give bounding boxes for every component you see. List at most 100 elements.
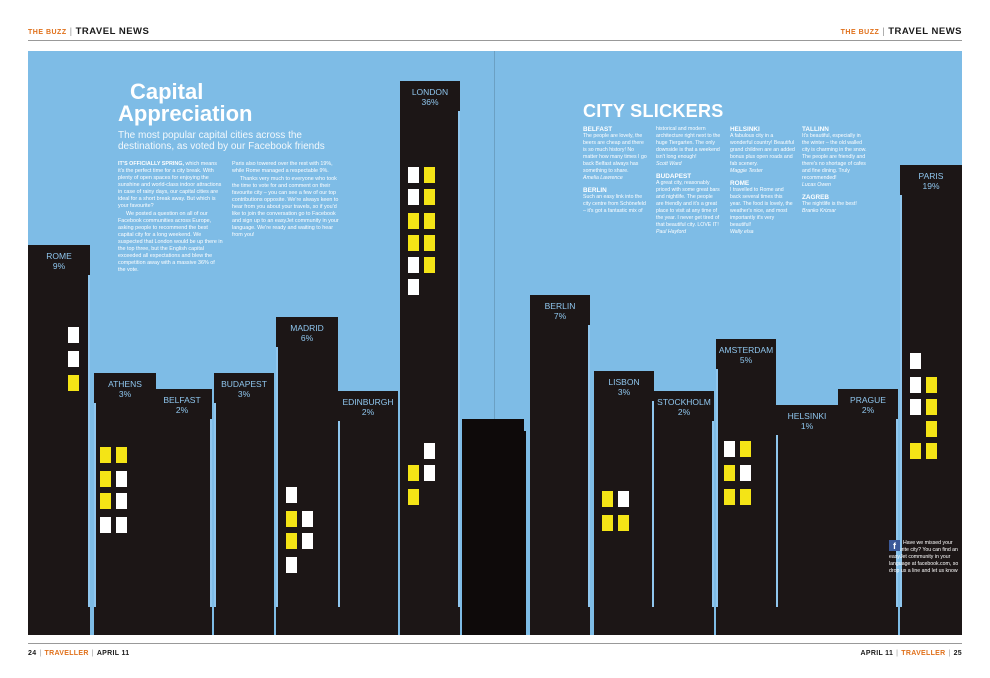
building-window xyxy=(618,515,629,531)
building-edge-light xyxy=(276,347,278,607)
footer-left: 24 | TRAVELLER | APRIL 11 xyxy=(28,650,130,657)
building-window xyxy=(286,487,297,503)
building-edge-light xyxy=(458,111,460,607)
building-window xyxy=(926,377,937,393)
section-title: TRAVEL NEWS xyxy=(888,26,962,37)
building-window xyxy=(116,493,127,509)
city-name: BERLIN xyxy=(544,301,576,311)
vote-percentage: 3% xyxy=(237,389,251,399)
building-edge-light xyxy=(94,403,96,607)
building-bar-helsinki: HELSINKI 1% xyxy=(776,405,838,635)
city-name: EDINBURGH xyxy=(342,397,394,407)
page-spine xyxy=(494,51,495,635)
vote-percentage: 3% xyxy=(118,389,132,399)
building-window xyxy=(302,511,313,527)
building-window xyxy=(302,533,313,549)
city-name: ATHENS xyxy=(108,379,142,389)
city-label: PARIS 19% xyxy=(900,171,962,191)
background-tower xyxy=(504,431,526,635)
section-label: THE BUZZ xyxy=(28,29,67,36)
vote-percentage: 36% xyxy=(421,97,439,107)
building-window xyxy=(408,189,419,205)
vote-percentage: 2% xyxy=(361,407,375,417)
issue-date: APRIL 11 xyxy=(860,650,894,657)
building-edge-light xyxy=(88,275,90,607)
building-bar-edinburgh: EDINBURGH 2% xyxy=(338,391,398,635)
building-window xyxy=(724,465,735,481)
building-window xyxy=(116,471,127,487)
city-label: BELFAST 2% xyxy=(152,395,212,415)
building-window xyxy=(100,471,111,487)
building-window xyxy=(100,493,111,509)
article-column-2: Paris also towered over the rest with 19… xyxy=(232,161,340,240)
building-window xyxy=(424,235,435,251)
section-label: THE BUZZ xyxy=(840,29,880,36)
facebook-box-text: Have we missed your favourite city? You … xyxy=(889,540,959,574)
building-window xyxy=(116,447,127,463)
building-window xyxy=(68,351,79,367)
city-label: AMSTERDAM 5% xyxy=(716,345,776,365)
vote-percentage: 2% xyxy=(677,407,691,417)
building-edge-light xyxy=(900,195,902,607)
building-window xyxy=(724,489,735,505)
city-label: STOCKHOLM 2% xyxy=(654,397,714,417)
vote-percentage: 7% xyxy=(553,311,567,321)
building-window xyxy=(286,557,297,573)
building-window xyxy=(926,399,937,415)
page-number: 24 xyxy=(28,650,37,657)
building-bar-berlin: BERLIN 7% xyxy=(530,295,590,635)
building-window xyxy=(926,421,937,437)
city-slickers-title: CITY SLICKERS xyxy=(583,101,724,121)
building-window xyxy=(408,279,419,295)
building-window xyxy=(286,533,297,549)
building-window xyxy=(68,327,79,343)
quote-column-1: BELFAST The people are lovely, the beers… xyxy=(583,126,647,214)
building-window xyxy=(408,167,419,183)
building-edge-light xyxy=(896,419,898,607)
page-number: 25 xyxy=(953,650,962,657)
city-name: BELFAST xyxy=(163,395,201,405)
building-window xyxy=(910,353,921,369)
building-window xyxy=(100,447,111,463)
building-bar-prague: PRAGUE 2% xyxy=(838,389,898,635)
building-bar-london: LONDON 36% xyxy=(400,81,460,635)
city-name: BUDAPEST xyxy=(221,379,267,389)
facebook-icon[interactable]: f xyxy=(889,540,900,551)
city-label: PRAGUE 2% xyxy=(838,395,898,415)
building-edge-light xyxy=(588,325,590,607)
building-window xyxy=(740,441,751,457)
vote-percentage: 2% xyxy=(175,405,189,415)
city-label: LISBON 3% xyxy=(594,377,654,397)
building-bar-madrid: MADRID 6% xyxy=(276,317,338,635)
magazine-name: TRAVELLER xyxy=(901,650,946,657)
vote-percentage: 1% xyxy=(800,421,814,431)
header-rule xyxy=(28,40,962,41)
building-window xyxy=(286,511,297,527)
building-window xyxy=(424,189,435,205)
article-column-1: IT'S OFFICIALLY SPRING, which means it's… xyxy=(118,161,223,273)
article-title: Capital Appreciation xyxy=(118,79,253,126)
building-bar-belfast: BELFAST 2% xyxy=(152,389,212,635)
building-window xyxy=(740,489,751,505)
building-edge-light xyxy=(712,421,714,607)
city-name: PRAGUE xyxy=(850,395,886,405)
issue-date: APRIL 11 xyxy=(96,650,130,657)
building-window xyxy=(408,465,419,481)
vote-percentage: 9% xyxy=(52,261,66,271)
building-window xyxy=(424,167,435,183)
facebook-box: f Have we missed your favourite city? Yo… xyxy=(889,540,959,575)
vote-percentage: 5% xyxy=(739,355,753,365)
building-window xyxy=(602,491,613,507)
building-window xyxy=(100,517,111,533)
building-window xyxy=(116,517,127,533)
article-paragraph: Paris also towered over the rest with 19… xyxy=(232,161,333,174)
city-name: HELSINKI xyxy=(787,411,827,421)
building-window xyxy=(424,257,435,273)
article-paragraph: We posted a question on all of our Faceb… xyxy=(118,211,223,273)
building-window xyxy=(424,465,435,481)
vote-percentage: 19% xyxy=(922,181,940,191)
building-bar-amsterdam: AMSTERDAM 5% xyxy=(716,339,776,635)
city-name: PARIS xyxy=(918,171,944,181)
vote-percentage: 3% xyxy=(617,387,631,397)
building-window xyxy=(408,213,419,229)
